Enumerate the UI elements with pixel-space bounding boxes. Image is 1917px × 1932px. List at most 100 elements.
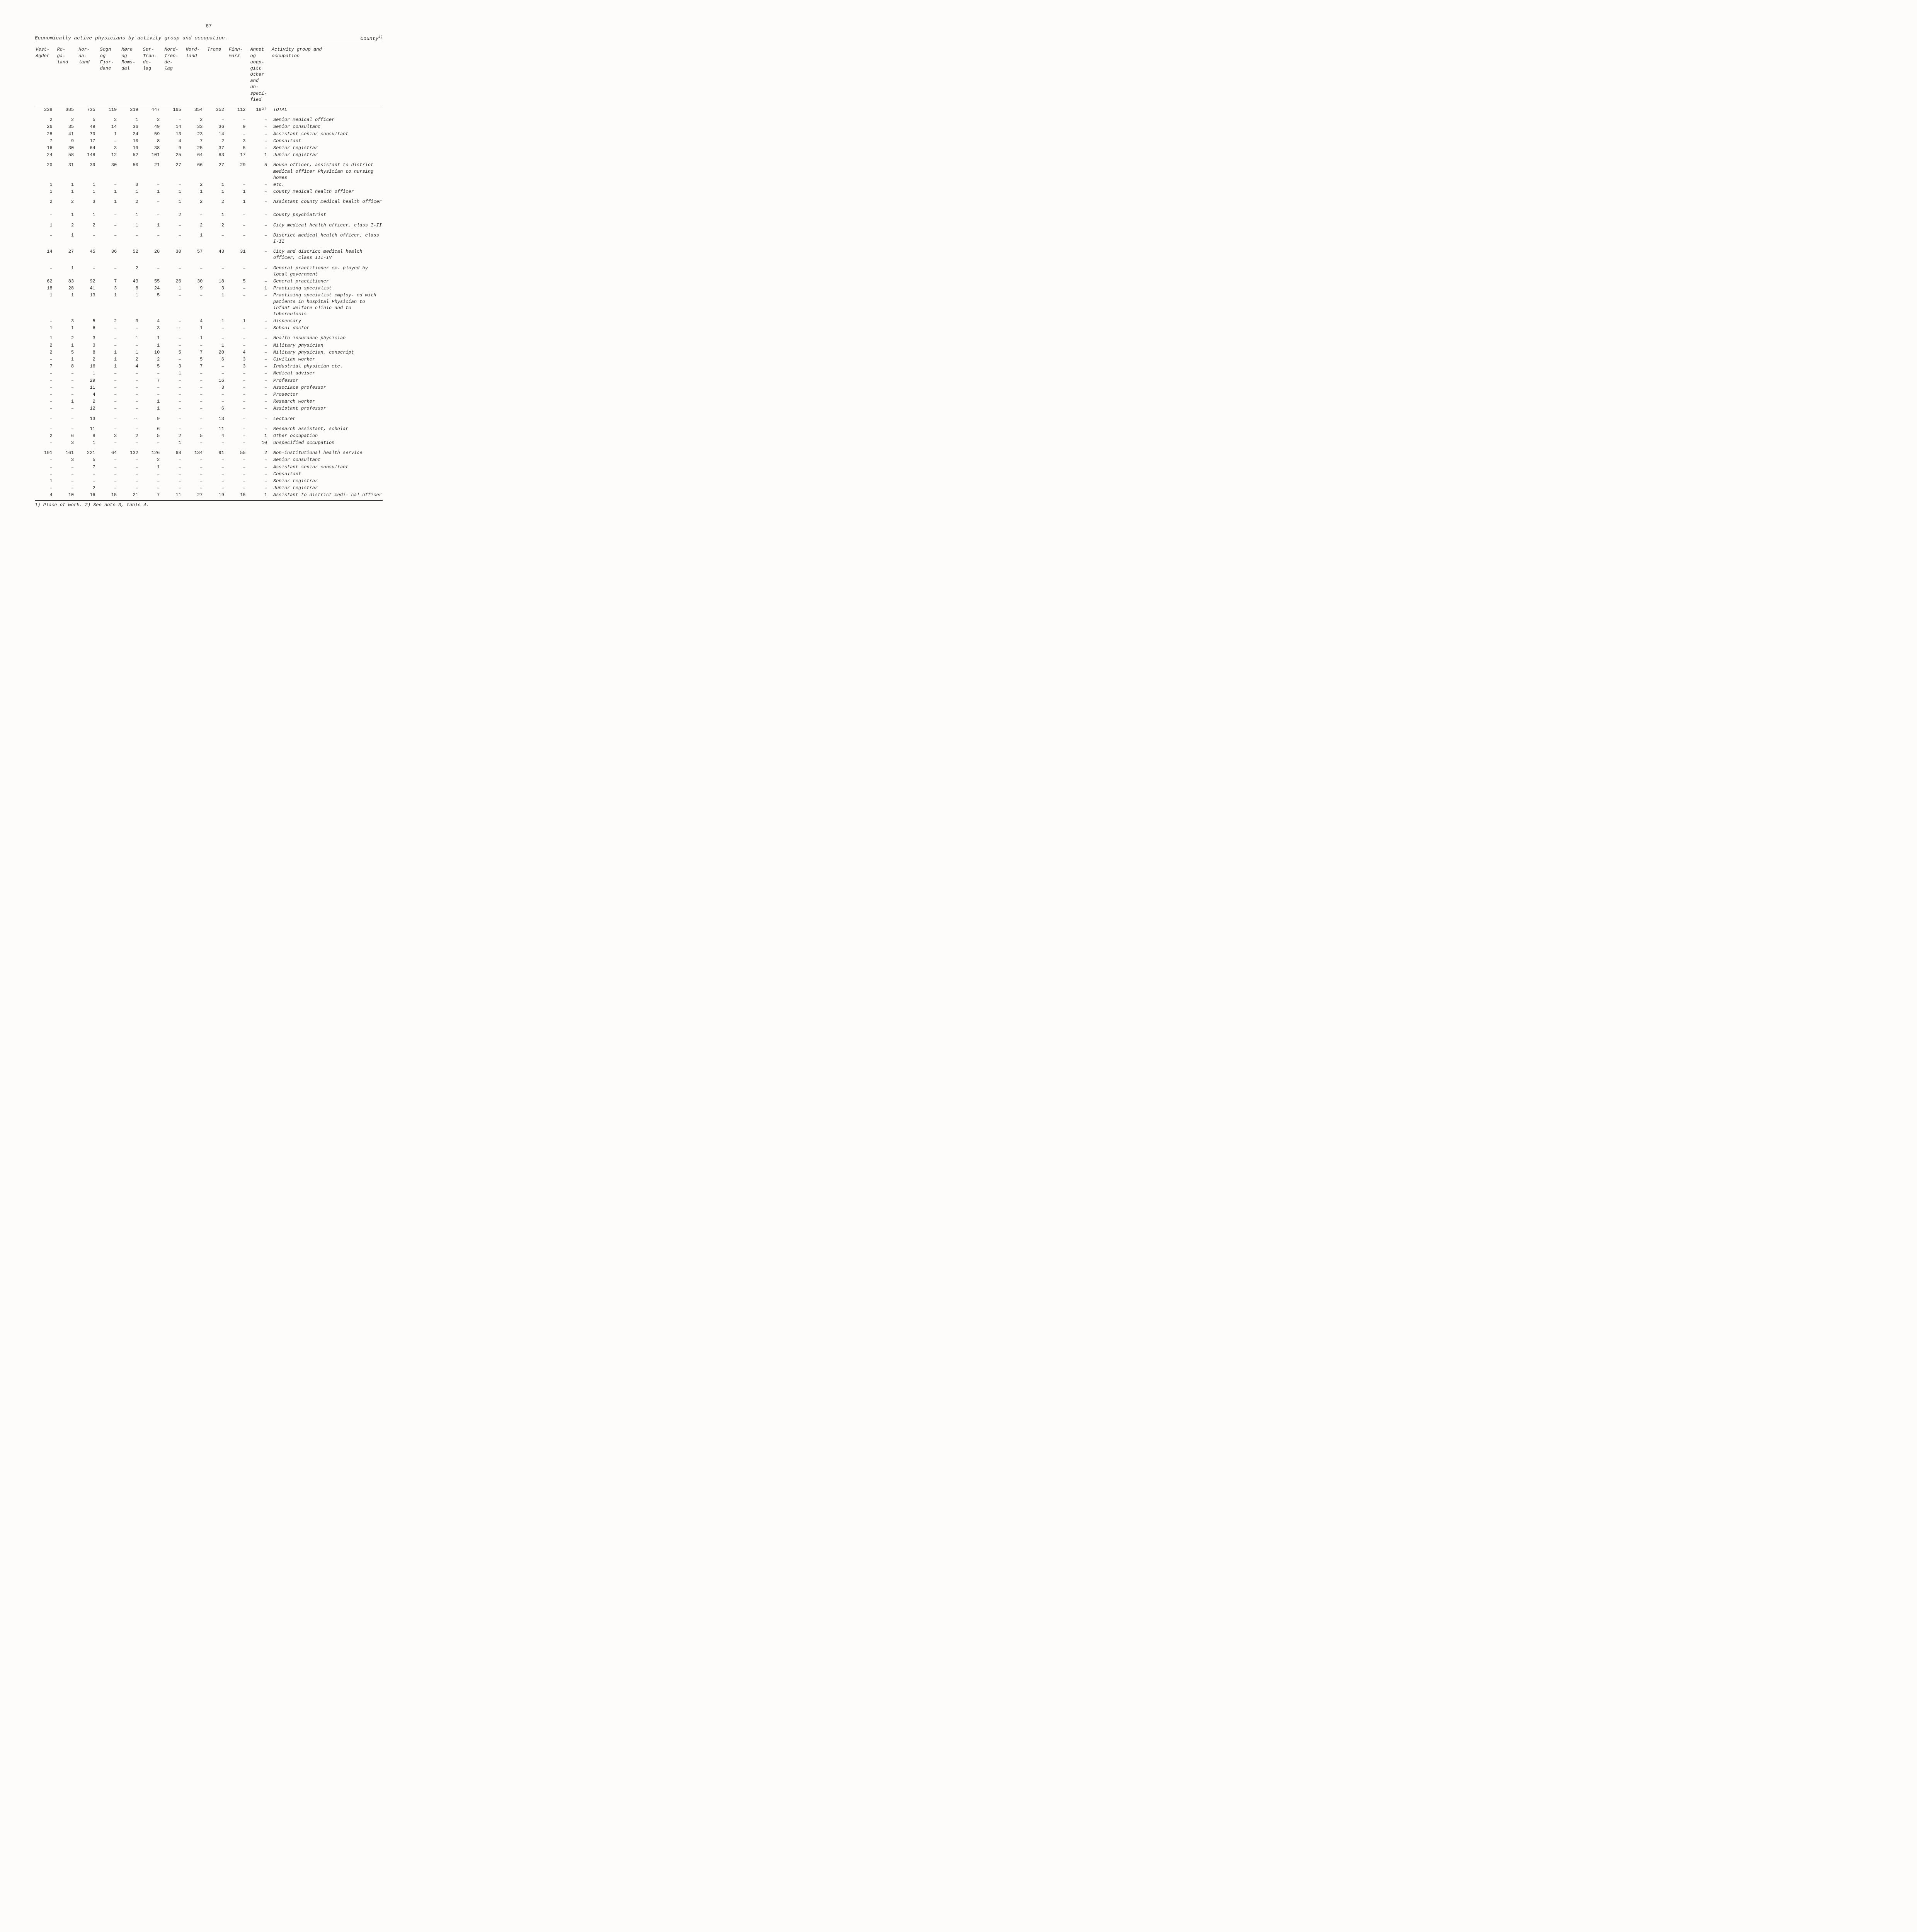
occupation-label: Senior consultant <box>271 456 383 463</box>
cell: 41 <box>56 131 78 138</box>
table-row: 213––1––1––Military physician <box>35 342 383 349</box>
cell: – <box>228 432 250 439</box>
cell: 2 <box>78 485 99 492</box>
cell: 2 <box>78 222 99 229</box>
cell: – <box>99 325 121 332</box>
occupation-label: etc. <box>271 181 383 188</box>
cell: 2 <box>35 349 56 356</box>
cell: – <box>121 405 142 412</box>
cell: 1 <box>35 292 56 318</box>
occupation-label: TOTAL <box>271 106 383 114</box>
cell: – <box>121 384 142 391</box>
cell: 1 <box>35 478 56 485</box>
cell: – <box>78 471 99 478</box>
cell: – <box>228 325 250 332</box>
cell: – <box>121 425 142 432</box>
cell: 2 <box>56 116 78 123</box>
cell: 5 <box>142 363 164 370</box>
occupation-label: City medical health officer, class I-II <box>271 222 383 229</box>
occupation-label: County medical health officer <box>271 188 383 195</box>
cell: – <box>35 405 56 412</box>
cell: 92 <box>78 278 99 285</box>
cell: 2 <box>121 356 142 363</box>
cell: 3 <box>56 318 78 325</box>
cell: 11 <box>78 425 99 432</box>
column-header: Sør-Trøn-de-lag <box>142 43 164 106</box>
cell: 19 <box>206 492 228 498</box>
cell: 1 <box>121 211 142 218</box>
cell: 30 <box>163 248 185 261</box>
cell: 3 <box>228 138 250 145</box>
cell: 13 <box>163 131 185 138</box>
cell: – <box>35 456 56 463</box>
cell: 2 <box>206 222 228 229</box>
cell: – <box>249 384 271 391</box>
occupation-label: Industrial physician etc. <box>271 363 383 370</box>
cell: – <box>99 471 121 478</box>
cell: – <box>99 370 121 377</box>
cell: 5 <box>228 278 250 285</box>
cell: 1 <box>78 211 99 218</box>
cell: 3 <box>121 318 142 325</box>
cell: – <box>228 405 250 412</box>
table-row: –12122–563–Civilian worker <box>35 356 383 363</box>
cell: 49 <box>78 123 99 130</box>
cell: 7 <box>35 363 56 370</box>
cell: 5 <box>78 116 99 123</box>
cell: 1 <box>163 198 185 205</box>
cell: 1 <box>185 188 207 195</box>
column-header: SognogFjor-dane <box>99 43 121 106</box>
cell: 1 <box>206 211 228 218</box>
cell: 5 <box>163 349 185 356</box>
cell: 1 <box>121 349 142 356</box>
cell: – <box>228 131 250 138</box>
cell: 1 <box>56 342 78 349</box>
cell: 3 <box>78 335 99 342</box>
occupation-label: Unspecified occupation <box>271 439 383 446</box>
cell: 1 <box>163 285 185 292</box>
cell: 49 <box>142 123 164 130</box>
cell: – <box>163 181 185 188</box>
table-row: ––2––––––––Junior registrar <box>35 485 383 492</box>
cell: 13 <box>78 415 99 422</box>
footnote: 1) Place of work. 2) See note 3, table 4… <box>35 500 383 508</box>
cell: 4 <box>185 318 207 325</box>
cell: – <box>56 384 78 391</box>
cell: 41 <box>78 285 99 292</box>
cell: 1 <box>206 318 228 325</box>
table-row: ––4––––––––Prosector <box>35 391 383 398</box>
cell: 1 <box>78 370 99 377</box>
cell: 2 <box>35 432 56 439</box>
cell: – <box>228 485 250 492</box>
cell: 9 <box>185 285 207 292</box>
cell: 3 <box>228 363 250 370</box>
cell: 16 <box>78 492 99 498</box>
occupation-label: Professor <box>271 377 383 384</box>
cell: 2 <box>56 222 78 229</box>
cell: 7 <box>185 349 207 356</box>
cell: – <box>142 384 164 391</box>
cell: – <box>206 464 228 471</box>
cell: – <box>163 232 185 245</box>
cell: – <box>35 485 56 492</box>
cell: – <box>163 405 185 412</box>
cell: 9 <box>56 138 78 145</box>
cell: – <box>249 485 271 492</box>
occupation-label: Senior registrar <box>271 145 383 151</box>
occupation-label: Assistant senior consultant <box>271 464 383 471</box>
cell: – <box>228 285 250 292</box>
cell: 1 <box>99 131 121 138</box>
cell: – <box>185 464 207 471</box>
cell: 1 <box>35 325 56 332</box>
cell: 2 <box>142 356 164 363</box>
cell: – <box>121 464 142 471</box>
cell: – <box>163 318 185 325</box>
table-row: 123–11–1–––Health insurance physician <box>35 335 383 342</box>
cell: 2 <box>206 198 228 205</box>
cell: 1 <box>56 232 78 245</box>
cell: 1 <box>99 356 121 363</box>
cell: – <box>249 370 271 377</box>
table-row: –1––2––––––General practitioner em- ploy… <box>35 265 383 278</box>
cell: 1 <box>163 370 185 377</box>
cell: 36 <box>121 123 142 130</box>
